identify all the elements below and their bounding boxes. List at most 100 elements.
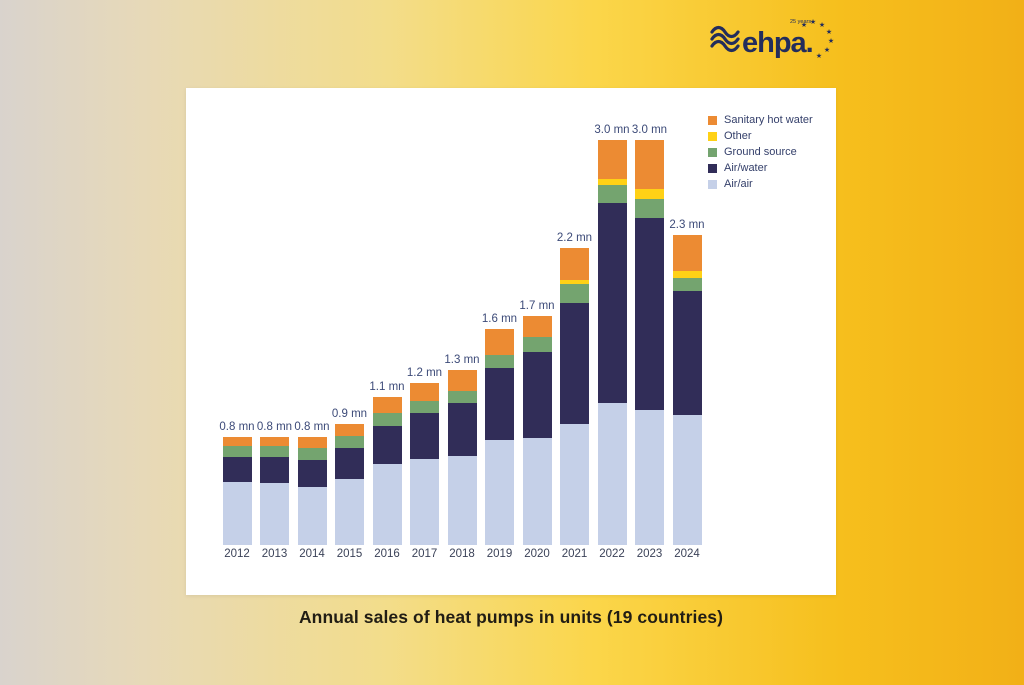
bar-column-2021 [560, 248, 589, 545]
legend-swatch-other [708, 131, 717, 141]
bar-segment-ground-source [410, 400, 439, 413]
bar-segment-air-water [672, 291, 702, 416]
bar-total-label-2015: 0.9 mn [331, 407, 368, 420]
bar-segment-air-water [560, 303, 589, 424]
bar-segment-sanitary-hot-water [410, 383, 439, 401]
bar-segment-sanitary-hot-water [297, 437, 327, 448]
bar-column-2019 [485, 329, 514, 545]
bar-segment-air-air [260, 482, 289, 545]
bar-segment-sanitary-hot-water [335, 423, 364, 436]
svg-text:★: ★ [816, 52, 822, 60]
bar-segment-sanitary-hot-water [522, 315, 552, 338]
bar-segment-air-water [372, 426, 402, 464]
bar-segment-sanitary-hot-water [560, 248, 589, 281]
x-axis-label-2017: 2017 [411, 548, 438, 560]
svg-text:★: ★ [828, 37, 834, 45]
bar-segment-air-water [447, 403, 477, 456]
bar-total-label-2016: 1.1 mn [369, 380, 405, 393]
bar-total-label-2012: 0.8 mn [219, 421, 255, 433]
legend-item-air-air: Air/air [708, 176, 813, 192]
bar-segment-ground-source [597, 184, 627, 204]
bar-segment-air-water [297, 459, 327, 487]
bar-column-2012 [222, 437, 252, 545]
bar-column-2014 [297, 437, 327, 545]
bar-total-label-2021: 2.2 mn [556, 232, 593, 244]
legend-label: Air/air [724, 178, 753, 190]
x-axis-label-2015: 2015 [336, 548, 363, 560]
bar-segment-other [560, 280, 589, 285]
bar-total-label-2018: 1.3 mn [444, 353, 480, 366]
bar-segment-air-water [597, 203, 627, 404]
bar-segment-air-air [672, 415, 702, 545]
bar-total-label-2023: 3.0 mn [631, 124, 668, 136]
legend-item-other: Other [708, 128, 813, 144]
bar-segment-ground-source [335, 435, 364, 448]
bar-segment-air-air [447, 455, 477, 545]
bar-total-label-2019: 1.6 mn [481, 313, 518, 325]
bar-segment-sanitary-hot-water [635, 140, 664, 189]
brand-text: ehpa. [742, 27, 813, 59]
bar-segment-ground-source [447, 391, 477, 404]
bar-segment-air-air [597, 403, 627, 545]
svg-text:★: ★ [810, 18, 816, 26]
legend-swatch-ground-source [708, 147, 717, 157]
bar-total-label-2024: 2.3 mn [669, 218, 705, 231]
bar-segment-air-air [410, 458, 439, 545]
chart-panel: 0.8 mn 2012 0.8 mn 2013 0.8 mn 2014 0.9 mn 2015… [186, 88, 836, 595]
x-axis-label-2022: 2022 [599, 548, 625, 560]
bar-segment-sanitary-hot-water [447, 369, 477, 392]
bar-segment-air-air [560, 423, 589, 545]
bar-segment-ground-source [485, 354, 514, 369]
bar-segment-air-air [372, 464, 402, 545]
bar-segment-other [672, 270, 702, 278]
legend-label: Ground source [724, 146, 797, 158]
legend-label: Other [724, 130, 752, 142]
x-axis-label-2012: 2012 [224, 548, 250, 560]
anniversary-text: 25 years [790, 19, 811, 25]
waves-icon [710, 25, 740, 53]
bar-segment-ground-source [635, 199, 664, 219]
bar-segment-sanitary-hot-water [222, 437, 252, 447]
x-axis-label-2020: 2020 [524, 548, 550, 560]
bar-segment-ground-source [672, 277, 702, 292]
bar-segment-sanitary-hot-water [260, 437, 289, 447]
bar-segment-ground-source [260, 446, 289, 458]
x-axis-label-2018: 2018 [449, 548, 475, 560]
bar-segment-air-air [222, 481, 252, 545]
bar-segment-sanitary-hot-water [597, 140, 627, 180]
bar-total-label-2013: 0.8 mn [256, 421, 293, 433]
bar-segment-air-water [635, 218, 664, 410]
bar-segment-air-air [635, 410, 664, 545]
bar-column-2017 [410, 383, 439, 545]
bar-segment-air-air [522, 438, 552, 545]
bar-column-2015 [335, 423, 364, 545]
chart-caption: Annual sales of heat pumps in units (19 … [298, 607, 724, 627]
svg-text:★: ★ [826, 28, 832, 36]
x-axis-label-2024: 2024 [674, 548, 700, 560]
legend-item-ground-source: Ground source [708, 144, 813, 160]
legend-label: Air/water [724, 162, 768, 174]
plot-area: 0.8 mn 2012 0.8 mn 2013 0.8 mn 2014 0.9 mn 2015… [186, 88, 836, 595]
ehpa-logo: ehpa. 25 years ★ ★ ★ ★ ★ ★ ★ [708, 12, 836, 66]
legend-item-air-water: Air/water [708, 160, 813, 176]
bar-segment-air-water [522, 351, 552, 439]
bar-column-2023 [635, 140, 664, 545]
bar-segment-ground-source [560, 284, 589, 304]
bar-segment-air-air [485, 439, 514, 545]
bar-column-2016 [372, 396, 402, 545]
bar-segment-other [597, 179, 627, 185]
x-axis-label-2019: 2019 [486, 548, 513, 560]
bar-segment-sanitary-hot-water [485, 329, 514, 355]
bar-segment-air-water [260, 457, 289, 483]
legend-swatch-sanitary-hot-water [708, 115, 717, 125]
bar-segment-ground-source [522, 337, 552, 352]
bar-segment-air-air [335, 478, 364, 545]
chart-legend: Sanitary hot water Other Ground source A… [708, 112, 813, 192]
bar-segment-sanitary-hot-water [672, 234, 702, 271]
bar-total-label-2020: 1.7 mn [519, 299, 555, 312]
bar-total-label-2022: 3.0 mn [594, 124, 630, 136]
svg-text:★: ★ [819, 21, 825, 29]
legend-item-sanitary-hot-water: Sanitary hot water [708, 112, 813, 128]
bar-segment-air-water [485, 368, 514, 440]
